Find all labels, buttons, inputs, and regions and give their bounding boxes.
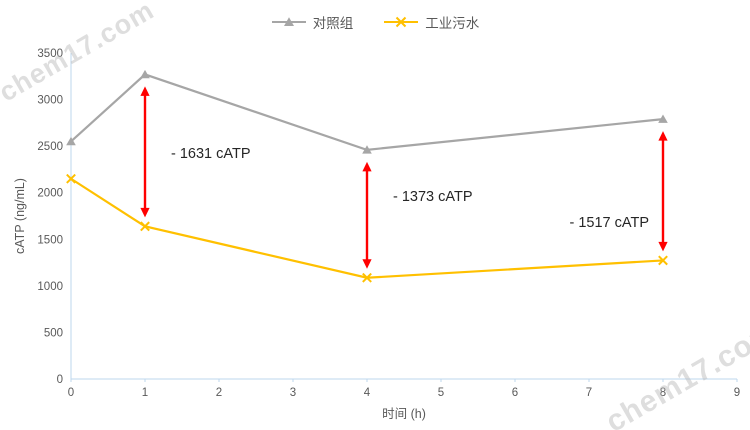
arrowhead-down-icon [658, 241, 668, 252]
y-tick-label: 1500 [37, 234, 63, 246]
x-axis-title: 时间 (h) [382, 407, 426, 421]
x-tick-label: 7 [586, 387, 592, 399]
arrowhead-up-icon [658, 131, 668, 141]
y-axis-title: cATP (ng/mL) [13, 178, 27, 254]
annotation-label: - 1517 cATP [569, 215, 649, 231]
arrowhead-up-icon [362, 161, 372, 172]
legend-label-industrial-wastewater: 工业污水 [425, 16, 480, 31]
x-tick-label: 3 [290, 387, 296, 399]
y-tick-label: 2500 [37, 141, 63, 153]
x-marker [362, 272, 372, 283]
legend-label-control-group: 对照组 [312, 16, 354, 31]
y-tick-label: 0 [57, 374, 63, 386]
arrowhead-down-icon [362, 259, 372, 269]
x-tick-label: 6 [512, 387, 518, 399]
series-line-1 [70, 177, 664, 279]
x-tick-label: 9 [734, 387, 740, 399]
legend-line-x-icon [384, 16, 419, 28]
triangle-marker [658, 114, 668, 123]
annotation-label: - 1373 cATP [393, 189, 473, 205]
arrowhead-up-icon [140, 86, 150, 96]
x-tick-label: 2 [216, 387, 222, 399]
x-tick-label: 5 [438, 387, 444, 399]
x-tick-label: 8 [660, 387, 666, 399]
chart-legend: 对照组 工业污水 [0, 12, 750, 32]
legend-item-control-group: 对照组 [271, 12, 354, 32]
x-tick-label: 0 [68, 387, 74, 399]
legend-item-industrial-wastewater: 工业污水 [383, 12, 479, 32]
x-marker [658, 255, 668, 266]
x-marker [66, 173, 76, 184]
triangle-marker [140, 69, 150, 79]
triangle-marker [66, 136, 76, 146]
legend-line-triangle-icon [271, 17, 306, 26]
triangle-marker [362, 145, 372, 154]
arrowhead-down-icon [140, 207, 150, 218]
y-tick-label: 1000 [37, 281, 63, 293]
x-tick-label: 1 [142, 387, 148, 399]
y-tick-label: 500 [44, 327, 63, 339]
series-line-0 [70, 73, 664, 151]
annotation-label: - 1631 cATP [171, 146, 251, 162]
x-marker [140, 221, 150, 232]
y-tick-label: 3000 [37, 95, 63, 107]
x-tick-label: 4 [364, 387, 371, 399]
y-tick-label: 2000 [37, 188, 63, 200]
y-tick-label: 3500 [37, 48, 63, 60]
